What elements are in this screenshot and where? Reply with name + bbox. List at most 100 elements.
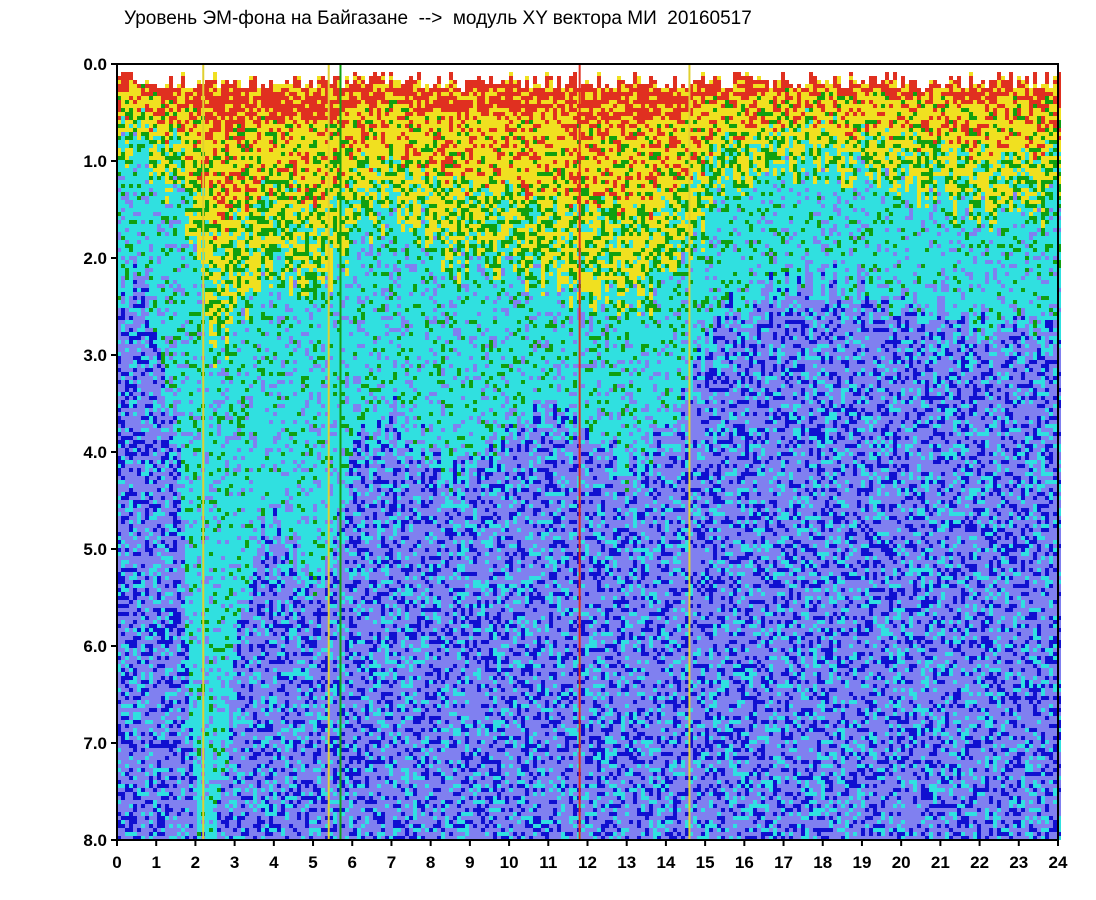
- heat-cell: [129, 800, 133, 804]
- heat-cell: [193, 428, 197, 432]
- heat-cell: [173, 120, 177, 124]
- heat-cell: [217, 156, 221, 160]
- heat-cell: [169, 448, 173, 452]
- heat-cell: [149, 728, 153, 732]
- heat-cell: [173, 652, 177, 656]
- heat-cell: [185, 136, 189, 140]
- heat-cell: [153, 188, 157, 192]
- heat-cell: [161, 388, 165, 392]
- heat-cell: [157, 456, 161, 460]
- heat-cell: [137, 244, 141, 248]
- heat-cell: [125, 272, 129, 276]
- heat-cell: [149, 120, 153, 124]
- heat-cell: [137, 784, 141, 788]
- heat-cell: [165, 84, 169, 88]
- heat-cell: [177, 724, 181, 728]
- heat-cell: [185, 468, 189, 472]
- heat-cell: [129, 692, 133, 696]
- heat-cell: [145, 664, 149, 668]
- heat-cell: [173, 204, 177, 208]
- heat-cell: [145, 712, 149, 716]
- heat-cell: [149, 516, 153, 520]
- heat-cell: [193, 420, 197, 424]
- heat-cell: [165, 464, 169, 468]
- heat-cell: [149, 604, 153, 608]
- heat-cell: [177, 328, 181, 332]
- heat-cell: [149, 144, 153, 148]
- heat-cell: [145, 468, 149, 472]
- heat-cell: [165, 788, 169, 792]
- heat-cell: [189, 780, 193, 784]
- heat-cell: [157, 164, 161, 168]
- heat-cell: [145, 424, 149, 428]
- heat-cell: [189, 456, 193, 460]
- heat-cell: [129, 380, 133, 384]
- heat-cell: [173, 536, 177, 540]
- heat-cell: [153, 536, 157, 540]
- heat-cell: [185, 108, 189, 112]
- heat-cell: [209, 776, 213, 780]
- heat-cell: [169, 772, 173, 776]
- heat-cell: [193, 148, 197, 152]
- heat-cell: [129, 300, 133, 304]
- heat-cell: [217, 560, 221, 564]
- heat-cell: [129, 404, 133, 408]
- heat-cell: [129, 320, 133, 324]
- heat-cell: [205, 292, 209, 296]
- heat-cell: [177, 712, 181, 716]
- heat-cell: [157, 540, 161, 544]
- heat-cell: [153, 376, 157, 380]
- heat-cell: [133, 272, 137, 276]
- heat-cell: [205, 424, 209, 428]
- heat-cell: [165, 468, 169, 472]
- heat-cell: [133, 104, 137, 108]
- heat-cell: [189, 688, 193, 692]
- heat-cell: [189, 268, 193, 272]
- heat-cell: [125, 636, 129, 640]
- heat-cell: [217, 188, 221, 192]
- heat-cell: [129, 356, 133, 360]
- heat-cell: [157, 376, 161, 380]
- heat-cell: [129, 128, 133, 132]
- heat-cell: [129, 768, 133, 772]
- heat-cell: [205, 84, 209, 88]
- heat-cell: [145, 596, 149, 600]
- heat-cell: [173, 812, 177, 816]
- heat-cell: [213, 112, 217, 116]
- heat-cell: [161, 316, 165, 320]
- heat-cell: [129, 136, 133, 140]
- heat-cell: [161, 448, 165, 452]
- heat-cell: [221, 168, 225, 172]
- heat-cell: [173, 720, 177, 724]
- heat-cell: [169, 796, 173, 800]
- heat-cell: [193, 480, 197, 484]
- heat-cell: [153, 276, 157, 280]
- heat-cell: [209, 724, 213, 728]
- heat-cell: [153, 332, 157, 336]
- heat-cell: [149, 584, 153, 588]
- heat-cell: [189, 784, 193, 788]
- heat-cell: [189, 604, 193, 608]
- heat-cell: [185, 216, 189, 220]
- heat-cell: [153, 548, 157, 552]
- heat-cell: [129, 428, 133, 432]
- heat-cell: [213, 796, 217, 800]
- heat-cell: [193, 244, 197, 248]
- heat-cell: [121, 232, 125, 236]
- heat-cell: [145, 584, 149, 588]
- heat-cell: [209, 296, 213, 300]
- heat-cell: [217, 276, 221, 280]
- heat-cell: [181, 208, 185, 212]
- heat-cell: [133, 284, 137, 288]
- heat-cell: [185, 496, 189, 500]
- heat-cell: [153, 192, 157, 196]
- heat-cell: [213, 408, 217, 412]
- heat-cell: [213, 420, 217, 424]
- heat-cell: [173, 264, 177, 268]
- heat-cell: [157, 384, 161, 388]
- heat-cell: [157, 428, 161, 432]
- heat-cell: [153, 420, 157, 424]
- heat-cell: [181, 680, 185, 684]
- heat-cell: [173, 304, 177, 308]
- heat-cell: [189, 388, 193, 392]
